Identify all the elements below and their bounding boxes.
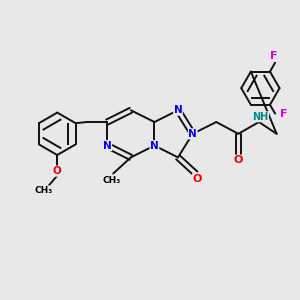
Text: N: N <box>103 141 112 151</box>
Text: N: N <box>174 105 182 115</box>
Text: NH: NH <box>252 112 268 122</box>
Text: O: O <box>53 166 62 176</box>
Text: N: N <box>150 141 159 151</box>
Text: CH₃: CH₃ <box>35 186 53 195</box>
Text: N: N <box>188 129 197 139</box>
Text: O: O <box>192 174 202 184</box>
Text: F: F <box>280 109 288 119</box>
Text: CH₃: CH₃ <box>103 176 121 184</box>
Text: F: F <box>270 51 278 61</box>
Text: O: O <box>234 155 243 165</box>
